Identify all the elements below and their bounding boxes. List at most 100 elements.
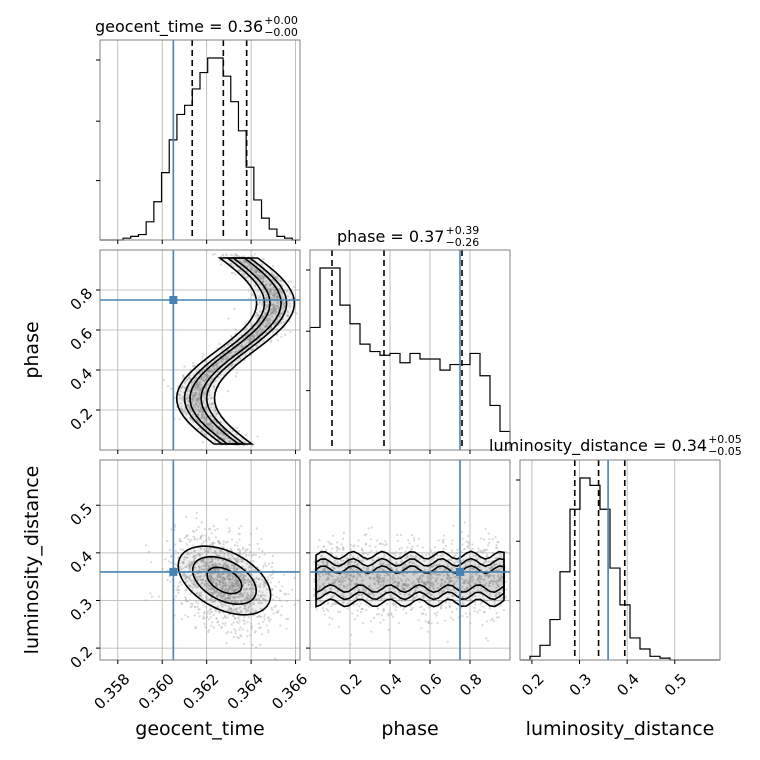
sample-point — [235, 350, 238, 353]
sample-point — [231, 429, 235, 433]
sample-point — [241, 255, 244, 258]
sample-point — [173, 525, 176, 528]
sample-point — [267, 274, 270, 277]
sample-point — [379, 573, 382, 577]
sample-point — [485, 637, 488, 640]
sample-point — [477, 547, 480, 550]
sample-point — [193, 549, 196, 552]
sample-point — [195, 528, 198, 532]
sample-point — [278, 315, 281, 319]
x-tick-label: 0.2 — [336, 670, 366, 700]
sample-point — [222, 546, 226, 549]
sample-point — [268, 574, 272, 577]
sample-point — [210, 369, 214, 372]
sample-point — [189, 567, 192, 570]
sample-point — [240, 610, 243, 613]
sample-point — [191, 394, 194, 398]
sample-point — [206, 561, 209, 564]
sample-point — [185, 575, 188, 578]
sample-point — [209, 578, 212, 581]
sample-point — [473, 606, 476, 609]
sample-point — [233, 583, 236, 586]
sample-point — [189, 417, 192, 420]
sample-point — [372, 577, 375, 580]
sample-point — [203, 373, 207, 376]
sample-point — [276, 294, 279, 297]
x-axis-label-geocent_time: geocent_time — [135, 718, 264, 740]
sample-point — [271, 554, 274, 558]
sample-point — [428, 586, 431, 590]
sample-point — [260, 277, 264, 280]
sample-point — [194, 402, 198, 405]
sample-point — [185, 565, 188, 569]
sample-point — [360, 593, 364, 596]
sample-point — [203, 426, 206, 429]
sample-point — [185, 588, 188, 592]
sample-point — [201, 559, 204, 563]
sample-point — [258, 295, 261, 298]
sample-point — [240, 578, 243, 581]
sample-point — [197, 399, 200, 402]
sample-point — [375, 613, 379, 616]
sample-point — [224, 565, 227, 568]
sample-point — [477, 550, 480, 553]
sample-point — [234, 629, 237, 633]
axes-frame — [99, 249, 301, 451]
sample-point — [238, 584, 241, 588]
sample-point — [437, 539, 440, 542]
sample-point — [189, 410, 192, 414]
sample-point — [193, 394, 196, 397]
sample-point — [235, 577, 238, 581]
sample-point — [238, 586, 241, 589]
sample-point — [227, 593, 230, 597]
sample-point — [492, 619, 495, 623]
sample-point — [188, 409, 191, 412]
sample-point — [392, 552, 395, 555]
sample-point — [187, 563, 190, 566]
sample-point — [247, 578, 250, 581]
sample-point — [211, 541, 215, 544]
sample-point — [209, 528, 212, 531]
sample-point — [234, 601, 237, 604]
sample-point — [498, 562, 501, 566]
sample-point — [382, 608, 385, 611]
sample-point — [317, 572, 320, 575]
sample-point — [282, 573, 286, 576]
sample-point — [269, 288, 272, 291]
sample-point — [418, 578, 421, 581]
sample-point — [191, 400, 194, 404]
sample-point — [188, 585, 192, 588]
sample-point — [250, 625, 253, 629]
sample-point — [239, 574, 242, 577]
sample-point — [248, 263, 251, 266]
sample-point — [410, 608, 413, 611]
density-contour — [191, 556, 258, 606]
sample-point — [268, 322, 271, 326]
sample-point — [213, 542, 216, 545]
sample-point — [228, 551, 231, 555]
sample-point — [213, 599, 216, 602]
sample-point — [405, 612, 408, 615]
sample-point — [197, 525, 200, 528]
sample-point — [294, 296, 297, 300]
sample-point — [223, 598, 226, 601]
sample-point — [411, 545, 414, 548]
sample-point — [212, 600, 215, 604]
sample-point — [349, 567, 353, 570]
sample-point — [331, 534, 335, 537]
sample-point — [445, 606, 448, 609]
sample-point — [365, 542, 368, 545]
sample-point — [367, 585, 371, 588]
sample-point — [260, 316, 263, 320]
sample-point — [256, 332, 259, 336]
sample-point — [495, 593, 498, 596]
sample-point — [261, 591, 264, 594]
sample-point — [269, 314, 272, 317]
sample-point — [196, 405, 200, 408]
sample-point — [236, 426, 239, 429]
sample-point — [483, 549, 486, 552]
sample-point — [218, 575, 221, 579]
y-axis-label-phase: phase — [21, 321, 43, 378]
sample-point — [346, 584, 349, 587]
sample-point — [386, 579, 389, 582]
